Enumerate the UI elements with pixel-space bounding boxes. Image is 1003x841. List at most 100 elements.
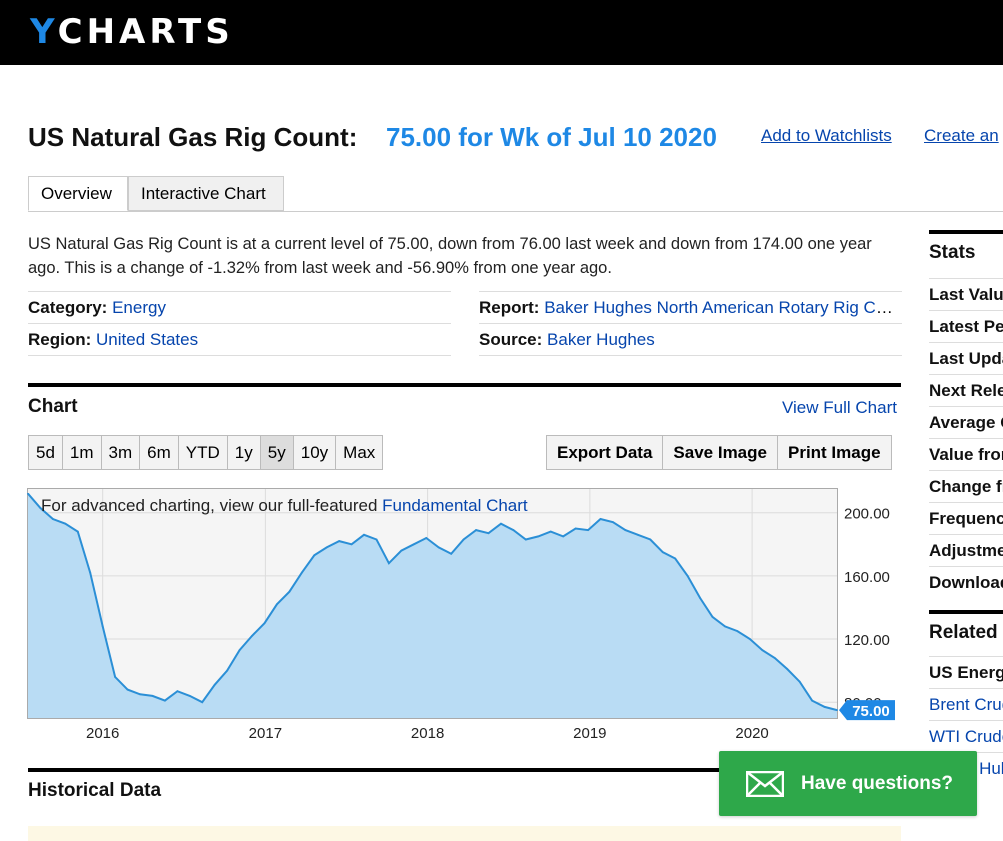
range-1y-button[interactable]: 1y	[227, 436, 261, 469]
data-point	[487, 532, 490, 535]
y-tick-label: 200.00	[844, 506, 890, 523]
data-point	[462, 538, 465, 541]
data-point	[748, 638, 751, 640]
historical-data-title: Historical Data	[28, 780, 162, 801]
data-point	[524, 538, 527, 541]
chart-note-text: For advanced charting, view our full-fea…	[41, 496, 383, 515]
data-point	[599, 518, 602, 520]
category-row: Category: Energy	[28, 291, 451, 323]
logo-text: CHARTS	[57, 12, 234, 52]
data-point	[176, 690, 179, 693]
print-image-button[interactable]: Print Image	[777, 436, 891, 469]
divider	[28, 355, 451, 356]
range-5d-button[interactable]: 5d	[29, 436, 63, 469]
data-point	[213, 683, 216, 686]
data-point	[151, 694, 154, 697]
save-image-button[interactable]: Save Image	[663, 436, 778, 469]
create-alert-link[interactable]: Create an	[924, 126, 999, 145]
report-link[interactable]: Baker Hughes North American Rotary Rig C…	[544, 298, 902, 317]
data-point	[537, 535, 540, 538]
view-full-chart-link[interactable]: View Full Chart	[782, 398, 897, 417]
category-label: Category:	[28, 298, 108, 317]
range-3m-button[interactable]: 3m	[101, 436, 141, 469]
data-point	[375, 538, 378, 541]
data-point	[674, 557, 677, 560]
range-5y-button[interactable]: 5y	[260, 436, 294, 469]
x-tick-label: 2020	[735, 725, 768, 742]
data-point	[686, 574, 689, 577]
data-point	[114, 676, 117, 678]
stats-row[interactable]: Download Source File	[929, 566, 1003, 598]
tab-interactive-chart[interactable]: Interactive Chart	[128, 176, 284, 211]
source-row: Source: Baker Hughes	[479, 323, 902, 355]
data-point	[300, 571, 303, 574]
category-link[interactable]: Energy	[112, 298, 166, 317]
range-selector: 5d 1m 3m 6m YTD 1y 5y 10y Max	[28, 435, 384, 470]
data-point	[400, 549, 403, 552]
range-10y-button[interactable]: 10y	[293, 436, 337, 469]
data-point	[612, 521, 614, 524]
last-value-badge	[839, 700, 895, 721]
stats-row: Frequency	[929, 502, 1003, 534]
data-point	[773, 657, 776, 659]
tab-overview[interactable]: Overview	[28, 176, 128, 211]
data-point	[338, 540, 341, 543]
stats-row: Value from 1 Year Ago	[929, 438, 1003, 470]
export-data-button[interactable]: Export Data	[547, 436, 664, 469]
stats-row: Adjustment	[929, 534, 1003, 566]
region-label: Region:	[28, 330, 92, 349]
data-point	[313, 554, 316, 557]
data-point	[288, 590, 291, 593]
range-ytd-button[interactable]: YTD	[178, 436, 228, 469]
x-tick-label: 2019	[573, 725, 606, 742]
data-point	[437, 546, 440, 549]
data-point	[475, 529, 477, 531]
data-point	[126, 688, 129, 691]
related-group-label: US Energy	[929, 656, 1003, 688]
data-point	[798, 680, 801, 683]
data-point	[89, 571, 92, 574]
data-point	[27, 492, 29, 495]
data-point	[139, 693, 141, 696]
add-to-watchlists-link[interactable]: Add to Watchlists	[761, 126, 892, 145]
top-navbar: Y CHARTS	[0, 0, 1003, 65]
x-tick-label: 2018	[411, 725, 444, 742]
envelope-icon	[746, 770, 784, 797]
data-point	[101, 625, 104, 628]
data-point	[325, 546, 328, 549]
y-tick-label: 120.00	[844, 632, 890, 649]
report-row: Report: Baker Hughes North American Rota…	[479, 291, 902, 323]
data-point	[574, 527, 577, 530]
y-tick-label: 160.00	[844, 569, 890, 586]
related-link[interactable]: WTI Crude Oil Spot Price	[929, 720, 1003, 752]
data-point	[276, 603, 278, 606]
region-link[interactable]: United States	[96, 330, 199, 349]
data-point	[724, 625, 726, 628]
stats-row: Change from 1 Year Ago	[929, 470, 1003, 502]
data-point	[226, 669, 229, 672]
data-point	[500, 522, 502, 525]
range-6m-button[interactable]: 6m	[140, 436, 179, 469]
data-point	[624, 529, 627, 531]
last-value-label: 75.00	[852, 703, 890, 720]
series-area	[28, 493, 837, 718]
data-point	[450, 552, 453, 555]
source-link[interactable]: Baker Hughes	[547, 330, 655, 349]
have-questions-button[interactable]: Have questions?	[719, 751, 977, 816]
ycharts-logo[interactable]: Y CHARTS	[30, 12, 234, 52]
data-point	[736, 630, 739, 633]
divider	[479, 355, 902, 356]
data-point	[388, 562, 390, 565]
range-1m-button[interactable]: 1m	[62, 436, 102, 469]
title-row: US Natural Gas Rig Count: 75.00 for Wk o…	[28, 120, 1003, 156]
source-label: Source:	[479, 330, 543, 349]
section-divider	[28, 383, 901, 387]
range-max-button[interactable]: Max	[336, 436, 383, 469]
fundamental-chart-link[interactable]: Fundamental Chart	[382, 496, 528, 515]
data-point	[51, 518, 54, 520]
data-point	[562, 535, 565, 538]
data-point	[39, 507, 42, 509]
related-link[interactable]: Brent Crude Oil Spot Price	[929, 688, 1003, 720]
